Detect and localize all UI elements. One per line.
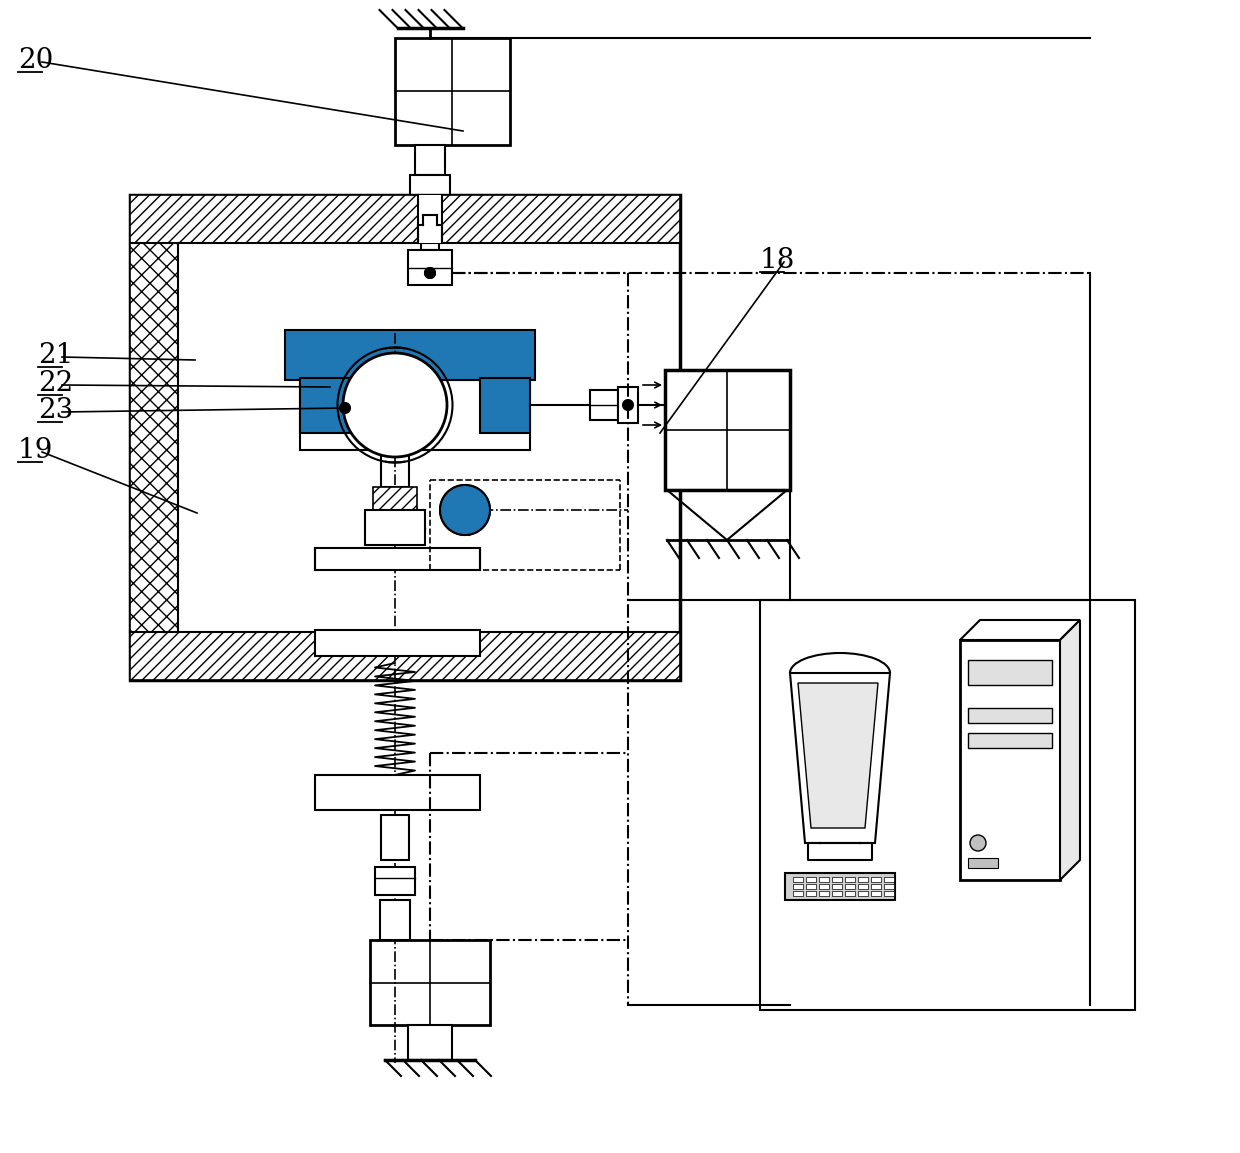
Polygon shape bbox=[794, 891, 804, 896]
Bar bbox=[618, 387, 639, 423]
Bar bbox=[300, 380, 529, 450]
Bar bbox=[410, 775, 480, 811]
Bar bbox=[480, 378, 529, 434]
Bar bbox=[422, 214, 439, 250]
Bar bbox=[408, 1025, 453, 1060]
Bar bbox=[379, 900, 410, 940]
Polygon shape bbox=[818, 884, 830, 889]
Polygon shape bbox=[1060, 620, 1080, 880]
Bar bbox=[130, 195, 680, 680]
Bar bbox=[410, 630, 480, 656]
Circle shape bbox=[343, 353, 446, 457]
Polygon shape bbox=[960, 620, 1080, 640]
Polygon shape bbox=[799, 683, 878, 828]
Polygon shape bbox=[794, 877, 804, 882]
Polygon shape bbox=[832, 891, 842, 896]
Polygon shape bbox=[858, 884, 868, 889]
Polygon shape bbox=[858, 891, 868, 896]
Bar bbox=[408, 250, 453, 285]
Bar bbox=[374, 867, 415, 895]
Polygon shape bbox=[844, 884, 856, 889]
Polygon shape bbox=[794, 884, 804, 889]
Polygon shape bbox=[884, 877, 894, 882]
Bar bbox=[300, 378, 350, 434]
Polygon shape bbox=[785, 873, 895, 900]
Polygon shape bbox=[806, 877, 816, 882]
Bar bbox=[415, 145, 445, 175]
Circle shape bbox=[970, 835, 986, 851]
Polygon shape bbox=[870, 884, 880, 889]
Bar bbox=[365, 510, 425, 545]
Bar bbox=[590, 390, 618, 420]
Bar bbox=[315, 548, 384, 570]
Polygon shape bbox=[832, 877, 842, 882]
Circle shape bbox=[425, 267, 435, 278]
Bar bbox=[315, 630, 480, 656]
Bar bbox=[396, 38, 510, 145]
Text: 19: 19 bbox=[19, 437, 53, 464]
Polygon shape bbox=[884, 891, 894, 896]
Circle shape bbox=[440, 485, 490, 535]
Bar bbox=[968, 733, 1052, 748]
Text: 23: 23 bbox=[38, 397, 73, 424]
Bar bbox=[285, 330, 534, 380]
Bar bbox=[410, 175, 450, 213]
Bar bbox=[480, 378, 529, 434]
Bar bbox=[130, 195, 680, 243]
Bar bbox=[130, 243, 179, 632]
Bar bbox=[968, 660, 1052, 685]
Bar bbox=[130, 632, 680, 680]
Circle shape bbox=[440, 485, 490, 535]
Polygon shape bbox=[790, 673, 890, 843]
Text: 21: 21 bbox=[38, 342, 73, 369]
Bar bbox=[315, 775, 480, 811]
Bar bbox=[300, 378, 350, 434]
Bar bbox=[315, 775, 384, 811]
Bar bbox=[968, 708, 1052, 723]
Polygon shape bbox=[844, 877, 856, 882]
Bar bbox=[315, 548, 480, 570]
Bar bbox=[960, 640, 1060, 880]
Bar bbox=[315, 630, 384, 656]
Polygon shape bbox=[806, 891, 816, 896]
Polygon shape bbox=[832, 884, 842, 889]
Bar bbox=[370, 940, 490, 1025]
Circle shape bbox=[425, 267, 435, 278]
Bar bbox=[418, 195, 441, 243]
Bar bbox=[760, 600, 1135, 1010]
Polygon shape bbox=[858, 877, 868, 882]
Bar bbox=[968, 858, 998, 868]
Text: 20: 20 bbox=[19, 47, 53, 74]
Polygon shape bbox=[818, 891, 830, 896]
Bar bbox=[665, 370, 790, 490]
Polygon shape bbox=[870, 877, 880, 882]
Bar bbox=[373, 487, 417, 510]
Text: 22: 22 bbox=[38, 370, 73, 397]
Bar bbox=[381, 815, 409, 860]
Bar bbox=[410, 548, 480, 570]
Polygon shape bbox=[844, 891, 856, 896]
Circle shape bbox=[622, 400, 632, 410]
Bar bbox=[285, 330, 534, 380]
Circle shape bbox=[340, 404, 350, 413]
Polygon shape bbox=[806, 884, 816, 889]
Polygon shape bbox=[818, 877, 830, 882]
Polygon shape bbox=[884, 884, 894, 889]
Polygon shape bbox=[870, 891, 880, 896]
Text: 18: 18 bbox=[760, 247, 795, 274]
